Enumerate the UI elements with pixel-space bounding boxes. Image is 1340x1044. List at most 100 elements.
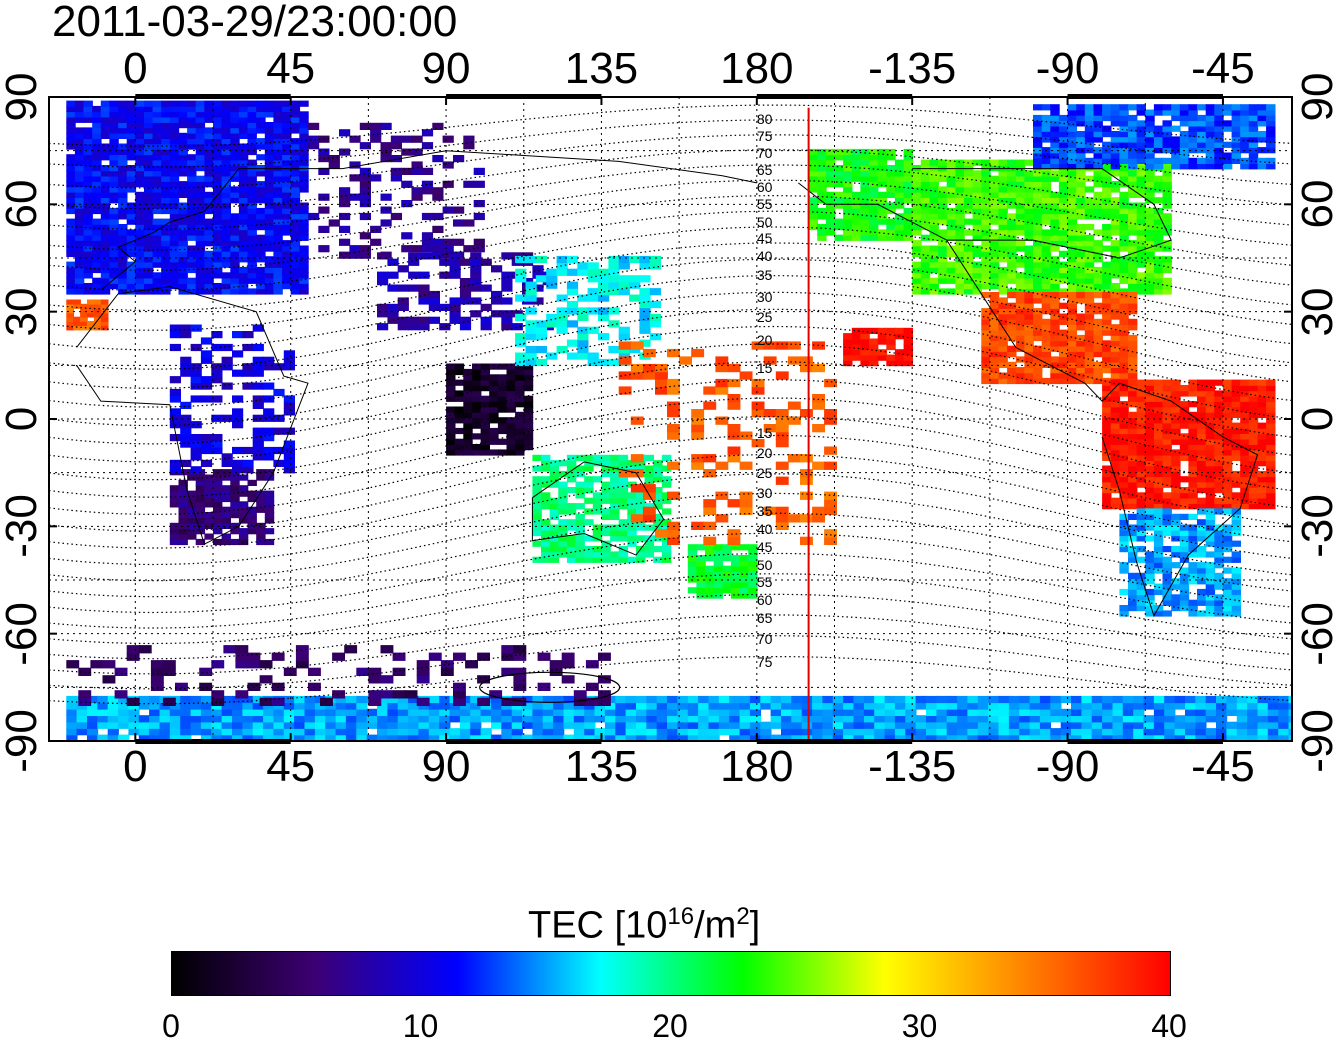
tec-cell-australia bbox=[592, 551, 603, 558]
tec-cell-antarctica bbox=[159, 721, 171, 729]
tec-cell-antarctica bbox=[729, 702, 741, 710]
tec-cell-japan-east-asia bbox=[546, 268, 558, 276]
tec-cell-south-america-south bbox=[1162, 556, 1172, 563]
tec-cell-pacific-north bbox=[886, 175, 896, 182]
tec-cell-pacific-north bbox=[894, 218, 905, 225]
tec-cell-pacific-north bbox=[843, 186, 853, 193]
tec-cell-antarctica bbox=[232, 708, 244, 716]
tec-cell-europe-asia-north bbox=[221, 272, 231, 279]
tec-cell-antarctica bbox=[66, 721, 78, 729]
tec-cell-south-america-equatorial bbox=[1248, 427, 1259, 435]
tec-cell-south-america-south bbox=[1214, 610, 1224, 617]
tec-cell-north-america bbox=[989, 186, 1000, 193]
tec-cell-south-america-equatorial bbox=[1222, 433, 1233, 440]
tec-cell-europe-asia-north bbox=[109, 283, 119, 290]
tec-cell-south-america-equatorial bbox=[1110, 422, 1121, 429]
tec-cell-europe-asia-north bbox=[282, 202, 292, 209]
tec-cell-japan-east-asia bbox=[556, 313, 568, 321]
tec-cell-australia bbox=[558, 503, 568, 510]
tec-cell-north-america bbox=[981, 218, 991, 225]
tec-cell-europe-asia-north bbox=[100, 191, 111, 198]
tec-cell-pacific-equatorial bbox=[715, 378, 729, 388]
tec-cell-mexico-central-america bbox=[1050, 340, 1060, 347]
tec-cell-europe-asia-north bbox=[118, 186, 128, 193]
tec-cell-pacific-north bbox=[894, 159, 905, 166]
tec-cell-antarctica bbox=[698, 715, 710, 723]
tec-cell-europe-asia-north bbox=[282, 105, 292, 113]
tec-cell-north-america bbox=[1067, 224, 1077, 231]
tec-cell-europe-asia-north bbox=[290, 272, 301, 279]
tec-cell-greenland-arctic bbox=[1171, 104, 1181, 111]
tec-cell-europe-asia-north bbox=[282, 283, 292, 290]
tec-cell-south-america-equatorial bbox=[1110, 417, 1121, 424]
tec-cell-north-america bbox=[1050, 207, 1060, 215]
tec-cell-antarctica bbox=[522, 702, 534, 710]
tec-cell-europe-asia-north bbox=[169, 277, 180, 284]
tec-cell-south-america-equatorial bbox=[1188, 438, 1198, 445]
tec-cell-antarctica bbox=[325, 728, 337, 736]
tec-cell-north-america bbox=[972, 207, 982, 215]
tec-cell-europe-asia-north bbox=[238, 197, 249, 204]
tec-cell-pacific-equatorial bbox=[618, 341, 632, 350]
tec-cell-south-america-equatorial bbox=[1136, 449, 1146, 456]
tec-cell-north-america bbox=[989, 261, 1000, 268]
tec-cell-antarctica bbox=[615, 715, 627, 723]
tec-cell-south-america-equatorial bbox=[1231, 385, 1241, 392]
tec-cell-antarctica bbox=[594, 728, 606, 736]
tec-cell-north-america bbox=[1110, 256, 1121, 263]
tec-cell-north-america bbox=[1136, 240, 1146, 247]
tec-cell-antarctica bbox=[874, 715, 886, 723]
tec-cell-africa-central bbox=[232, 466, 244, 474]
tec-cell-siberia bbox=[463, 219, 475, 227]
tec-cell-japan-east-asia bbox=[577, 352, 589, 360]
tec-cell-pacific-equatorial bbox=[703, 401, 717, 410]
tec-cell-greenland-arctic bbox=[1222, 109, 1233, 116]
tec-cell-antarctica bbox=[149, 728, 161, 736]
tec-cell-antarctica bbox=[335, 721, 347, 729]
tec-cell-europe-asia-north bbox=[213, 127, 223, 134]
tec-cell-antarctica bbox=[138, 715, 150, 723]
tec-cell-north-america bbox=[929, 234, 939, 241]
tec-cell-south-america-equatorial bbox=[1145, 422, 1155, 429]
tec-cell-antarctica bbox=[252, 702, 264, 710]
tec-cell-europe-asia-north bbox=[100, 127, 111, 134]
tec-cell-europe-asia-north bbox=[66, 181, 76, 188]
tec-cell-pacific-equatorial bbox=[630, 514, 644, 523]
tec-cell-mexico-central-america bbox=[1007, 367, 1017, 374]
tec-cell-greenland-arctic bbox=[1145, 120, 1155, 127]
tec-cell-south-america-equatorial bbox=[1119, 492, 1129, 499]
tec-cell-southeast-asia bbox=[523, 379, 534, 386]
tec-cell-north-america bbox=[1015, 277, 1026, 284]
tec-cell-south-america-south bbox=[1231, 519, 1241, 526]
tec-cell-antarctica bbox=[1081, 708, 1093, 716]
tec-cell-south-america-equatorial bbox=[1128, 427, 1138, 435]
tec-cell-pacific-north bbox=[808, 202, 818, 209]
tec-cell-south-america-south bbox=[1205, 572, 1216, 579]
tec-cell-europe-asia-north bbox=[213, 218, 223, 225]
tec-cell-australia bbox=[601, 508, 611, 515]
tec-cell-pacific-north bbox=[817, 148, 827, 156]
tec-cell-europe-asia-north bbox=[238, 207, 249, 215]
tec-cell-europe-asia-north bbox=[264, 245, 275, 252]
tec-cell-europe-asia-north bbox=[118, 154, 128, 161]
tec-cell-south-america-equatorial bbox=[1110, 470, 1121, 478]
tec-cell-africa-central bbox=[221, 343, 233, 352]
tec-cell-antarctica bbox=[584, 721, 596, 729]
tec-cell-new-zealand bbox=[705, 587, 715, 594]
tec-cell-south-america-equatorial bbox=[1136, 422, 1146, 429]
tec-cell-north-america bbox=[981, 224, 991, 231]
tec-cell-europe-asia-north bbox=[126, 105, 137, 113]
tec-cell-antarctica bbox=[988, 728, 1000, 736]
tec-cell-antarctica bbox=[397, 721, 409, 729]
tec-cell-europe-asia-north bbox=[144, 240, 154, 247]
tec-cell-south-america-south bbox=[1197, 572, 1207, 579]
tec-cell-europe-asia-north bbox=[213, 181, 223, 188]
tec-cell-australia bbox=[592, 503, 603, 510]
tec-cell-china bbox=[501, 271, 513, 279]
tec-cell-europe-asia-north bbox=[74, 256, 85, 263]
tec-cell-south-america-south bbox=[1145, 556, 1155, 563]
tec-cell-australia bbox=[653, 503, 663, 510]
tec-cell-africa-central bbox=[180, 363, 192, 371]
tec-cell-australia bbox=[636, 551, 646, 558]
tec-cell-north-america bbox=[938, 250, 948, 257]
